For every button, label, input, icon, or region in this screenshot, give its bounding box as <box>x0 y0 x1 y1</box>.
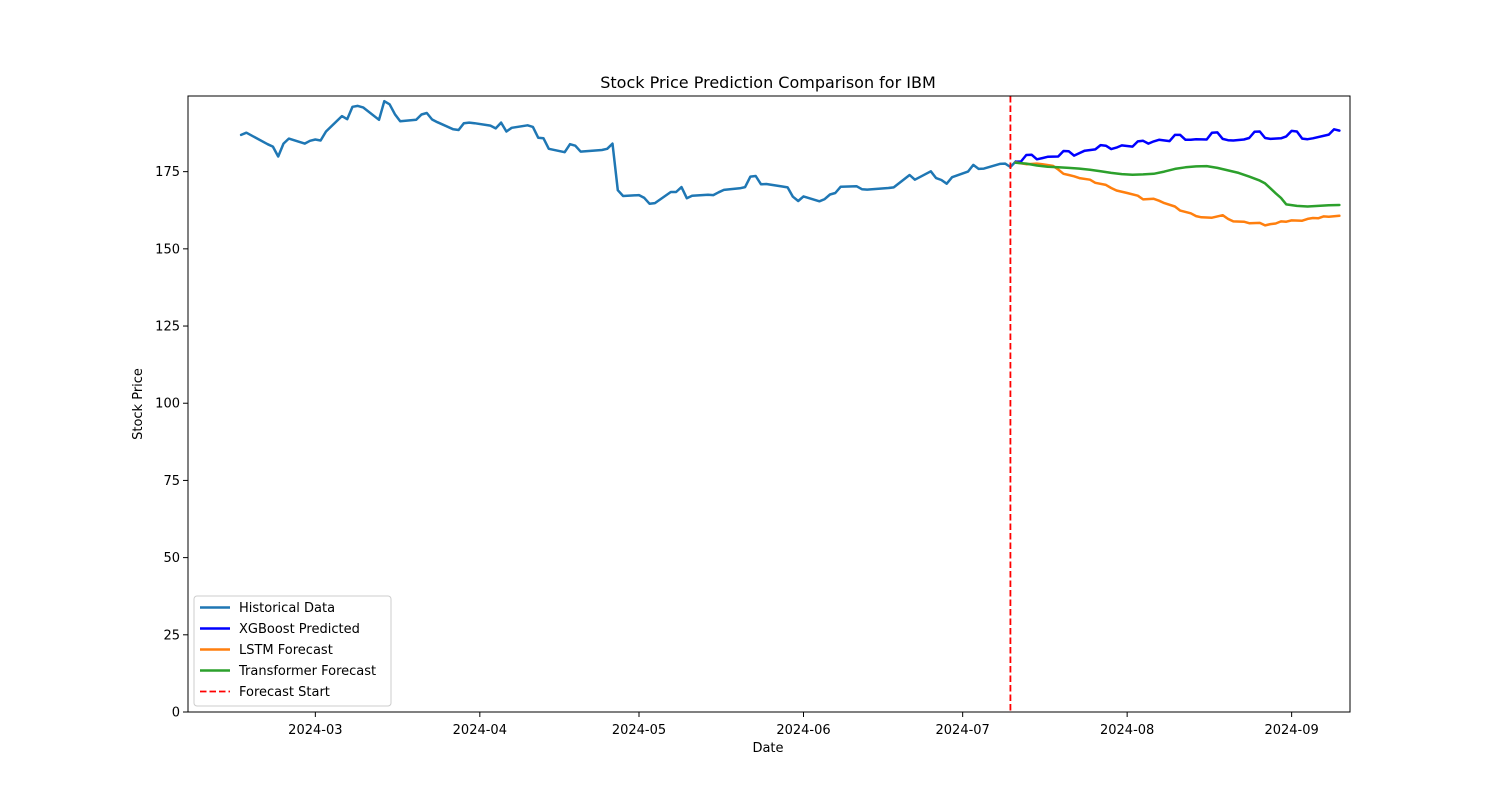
series-line-transformer-forecast <box>1014 161 1341 208</box>
y-axis-label: Stock Price <box>131 368 146 440</box>
x-tick-label: 2024-04 <box>453 723 507 738</box>
plot-frame <box>187 95 1351 713</box>
y-tick-label: 25 <box>163 628 180 643</box>
y-tick-label: 50 <box>163 551 180 566</box>
legend-label-lstm-forecast: LSTM Forecast <box>239 643 333 658</box>
legend-label-forecast-start: Forecast Start <box>239 685 330 700</box>
legend-label-transformer-forecast: Transformer Forecast <box>238 664 376 679</box>
y-tick-label: 150 <box>155 242 180 257</box>
y-axis: 0 25 50 75 100 125 150 175 <box>155 165 188 721</box>
y-tick-label: 100 <box>155 397 180 412</box>
x-tick-label: 2024-03 <box>288 723 342 738</box>
chart-title: Stock Price Prediction Comparison for IB… <box>600 73 936 92</box>
x-tick-label: 2024-06 <box>776 723 830 738</box>
legend-label-historical-data: Historical Data <box>239 601 335 616</box>
x-tick-label: 2024-08 <box>1100 723 1154 738</box>
legend-box <box>193 595 392 707</box>
plot-area <box>239 96 1341 712</box>
x-tick-label: 2024-07 <box>936 723 990 738</box>
y-tick-label: 125 <box>155 320 180 335</box>
legend-label-xgboost-predicted: XGBoost Predicted <box>239 622 360 637</box>
x-axis-label: Date <box>752 741 783 756</box>
x-axis: 2024-03 2024-04 2024-05 2024-06 2024-07 2024-… <box>288 712 1319 738</box>
legend: Historical Data XGBoost Predicted LSTM For… <box>193 595 392 707</box>
x-tick-label: 2024-09 <box>1264 723 1318 738</box>
series-line-xgboost-predicted <box>1014 128 1341 164</box>
y-tick-label: 175 <box>155 165 180 180</box>
series-line-historical-data <box>239 99 1017 206</box>
y-tick-label: 75 <box>163 474 180 489</box>
y-tick-label: 0 <box>172 706 180 721</box>
x-tick-label: 2024-05 <box>612 723 666 738</box>
series-line-lstm-forecast <box>1014 161 1341 227</box>
